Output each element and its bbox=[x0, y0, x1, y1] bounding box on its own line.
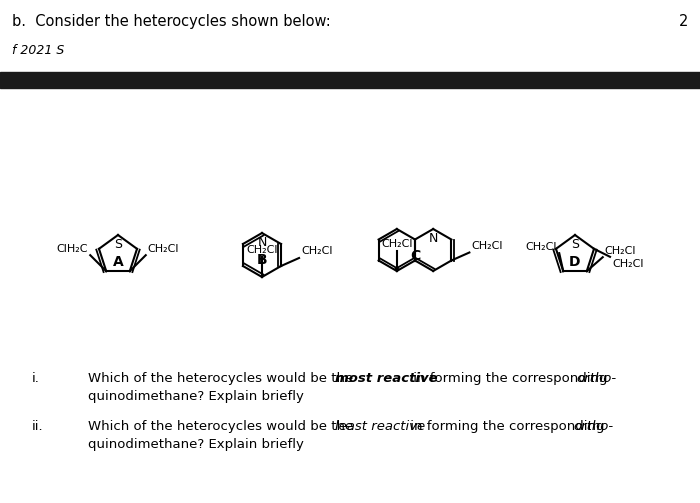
Text: CH₂Cl: CH₂Cl bbox=[605, 246, 636, 256]
Text: CH₂Cl: CH₂Cl bbox=[471, 240, 503, 250]
Text: CH₂Cl: CH₂Cl bbox=[381, 239, 412, 249]
Text: B: B bbox=[257, 253, 267, 267]
Text: in forming the corresponding: in forming the corresponding bbox=[409, 372, 612, 385]
Text: A: A bbox=[113, 255, 123, 269]
Text: Which of the heterocycles would be the: Which of the heterocycles would be the bbox=[88, 372, 358, 385]
Text: S: S bbox=[571, 238, 579, 251]
Text: quinodimethane? Explain briefly: quinodimethane? Explain briefly bbox=[88, 438, 304, 451]
Text: CH₂Cl: CH₂Cl bbox=[526, 242, 557, 252]
Text: b.  Consider the heterocycles shown below:: b. Consider the heterocycles shown below… bbox=[12, 14, 330, 29]
Text: f 2021 S: f 2021 S bbox=[12, 44, 64, 57]
Text: Which of the heterocycles would be the: Which of the heterocycles would be the bbox=[88, 420, 358, 433]
Text: C: C bbox=[410, 249, 420, 263]
Text: D: D bbox=[569, 255, 581, 269]
Text: least reactive: least reactive bbox=[335, 420, 425, 433]
Text: in forming the corresponding: in forming the corresponding bbox=[406, 420, 609, 433]
Text: i.: i. bbox=[32, 372, 40, 385]
Bar bbox=[0, 72, 700, 88]
Text: ortho-: ortho- bbox=[573, 420, 613, 433]
Text: ortho-: ortho- bbox=[576, 372, 616, 385]
Text: CH₂Cl: CH₂Cl bbox=[148, 244, 179, 254]
Text: quinodimethane? Explain briefly: quinodimethane? Explain briefly bbox=[88, 390, 304, 403]
Text: S: S bbox=[114, 238, 122, 251]
Text: N: N bbox=[258, 236, 267, 249]
Text: CH₂Cl: CH₂Cl bbox=[612, 259, 643, 269]
Text: N: N bbox=[428, 232, 438, 245]
Text: CH₂Cl: CH₂Cl bbox=[246, 245, 278, 255]
Text: CH₂Cl: CH₂Cl bbox=[301, 246, 332, 256]
Text: ii.: ii. bbox=[32, 420, 43, 433]
Text: most reactive: most reactive bbox=[335, 372, 438, 385]
Text: 2: 2 bbox=[678, 14, 688, 29]
Text: ClH₂C: ClH₂C bbox=[57, 244, 88, 254]
